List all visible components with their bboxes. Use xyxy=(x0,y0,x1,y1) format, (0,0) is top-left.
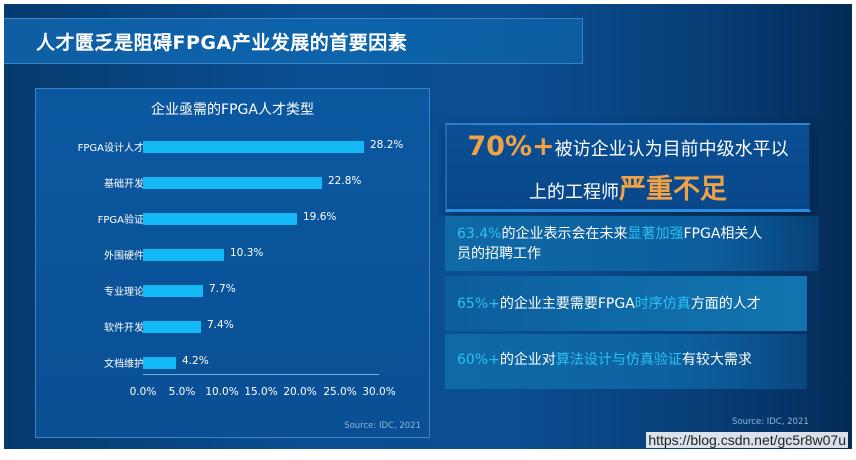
finding-text: 员的招聘工作 xyxy=(457,246,541,262)
bar-value: 7.4% xyxy=(207,319,234,331)
bar-row: 文档维护 4.2% xyxy=(36,355,429,370)
highlight-line-1: 70%+被访企业认为目前中级水平以 xyxy=(447,131,809,162)
finding-emphasis: 时序仿真 xyxy=(634,296,691,312)
slide-title: 人才匮乏是阻碍FPGA产业发展的首要因素 xyxy=(36,32,408,54)
x-tick: 0.0% xyxy=(129,386,157,398)
x-tick: 15.0% xyxy=(244,386,278,398)
bar-label: 专业理论 xyxy=(104,287,144,298)
right-source: Source: IDC, 2021 xyxy=(732,417,809,427)
bar-value: 10.3% xyxy=(230,247,264,259)
finding-percent: 65%+ xyxy=(457,296,500,312)
highlight-emphasis: 严重不足 xyxy=(619,174,727,205)
bar-value: 19.6% xyxy=(303,211,337,223)
chart-source: Source: IDC, 2021 xyxy=(344,421,421,431)
bar xyxy=(143,285,203,297)
bar-value: 7.7% xyxy=(209,283,236,295)
finding-text: 有较大需求 xyxy=(681,352,752,368)
finding-text: 方面的人才 xyxy=(690,296,761,312)
watermark-link: https://blog.csdn.net/gc5r8w07u xyxy=(646,432,848,448)
highlight-percent: 70%+ xyxy=(467,131,555,162)
bar xyxy=(143,141,364,153)
bar xyxy=(143,357,176,369)
chart-title: 企业亟需的FPGA人才类型 xyxy=(151,102,314,118)
finding-emphasis: 算法设计与仿真验证 xyxy=(555,352,682,368)
finding-card: 63.4%的企业表示会在未来显著加强FPGA相关人 员的招聘工作 xyxy=(445,216,819,271)
bar-row: FPGA设计人才 28.2% xyxy=(36,139,429,154)
highlight-callout: 70%+被访企业认为目前中级水平以 上的工程师严重不足 xyxy=(445,123,811,212)
finding-percent: 63.4% xyxy=(457,226,502,242)
finding-card: 65%+的企业主要需要FPGA时序仿真方面的人才 xyxy=(445,276,807,331)
bar-row: 专业理论 7.7% xyxy=(36,283,429,298)
finding-text: FPGA相关人 xyxy=(683,226,763,242)
bar-row: 软件开发 7.4% xyxy=(36,319,429,334)
bar-value: 4.2% xyxy=(182,355,209,367)
bar-value: 22.8% xyxy=(328,175,362,187)
highlight-text: 上的工程师 xyxy=(529,182,619,203)
bar-row: FPGA验证 19.6% xyxy=(36,211,429,226)
bar-row: 外围硬件 10.3% xyxy=(36,247,429,262)
bar-label: FPGA设计人才 xyxy=(77,143,144,154)
bar-row: 基础开发 22.8% xyxy=(36,175,429,190)
bar-label: 外围硬件 xyxy=(104,251,144,262)
bar-label: 文档维护 xyxy=(104,359,144,370)
x-tick: 10.0% xyxy=(205,386,239,398)
finding-text: 的企业主要需要FPGA xyxy=(499,296,635,312)
bar-label: 软件开发 xyxy=(104,323,144,334)
x-tick: 25.0% xyxy=(323,386,357,398)
x-tick: 5.0% xyxy=(168,386,196,398)
highlight-line-2: 上的工程师严重不足 xyxy=(447,167,809,206)
finding-percent: 60%+ xyxy=(457,352,500,368)
bar-label: FPGA验证 xyxy=(97,215,144,226)
x-axis-line xyxy=(143,374,379,375)
x-tick: 20.0% xyxy=(283,386,317,398)
slide: 人才匮乏是阻碍FPGA产业发展的首要因素 企业亟需的FPGA人才类型 FPGA设… xyxy=(4,4,852,449)
bar xyxy=(143,213,297,225)
finding-emphasis: 显著加强 xyxy=(627,226,684,242)
x-tick: 30.0% xyxy=(362,386,396,398)
title-banner: 人才匮乏是阻碍FPGA产业发展的首要因素 xyxy=(4,18,583,64)
finding-text: 的企业对 xyxy=(499,352,556,368)
finding-card: 60%+的企业对算法设计与仿真验证有较大需求 xyxy=(445,334,807,389)
bar xyxy=(143,177,322,189)
bar-label: 基础开发 xyxy=(104,179,144,190)
bar xyxy=(143,249,224,261)
highlight-text: 被访企业认为目前中级水平以 xyxy=(554,139,789,160)
bar-value: 28.2% xyxy=(370,139,404,151)
chart-panel: 企业亟需的FPGA人才类型 FPGA设计人才 28.2% 基础开发 22.8% … xyxy=(35,88,430,438)
finding-text: 的企业表示会在未来 xyxy=(501,226,628,242)
bar xyxy=(143,321,201,333)
